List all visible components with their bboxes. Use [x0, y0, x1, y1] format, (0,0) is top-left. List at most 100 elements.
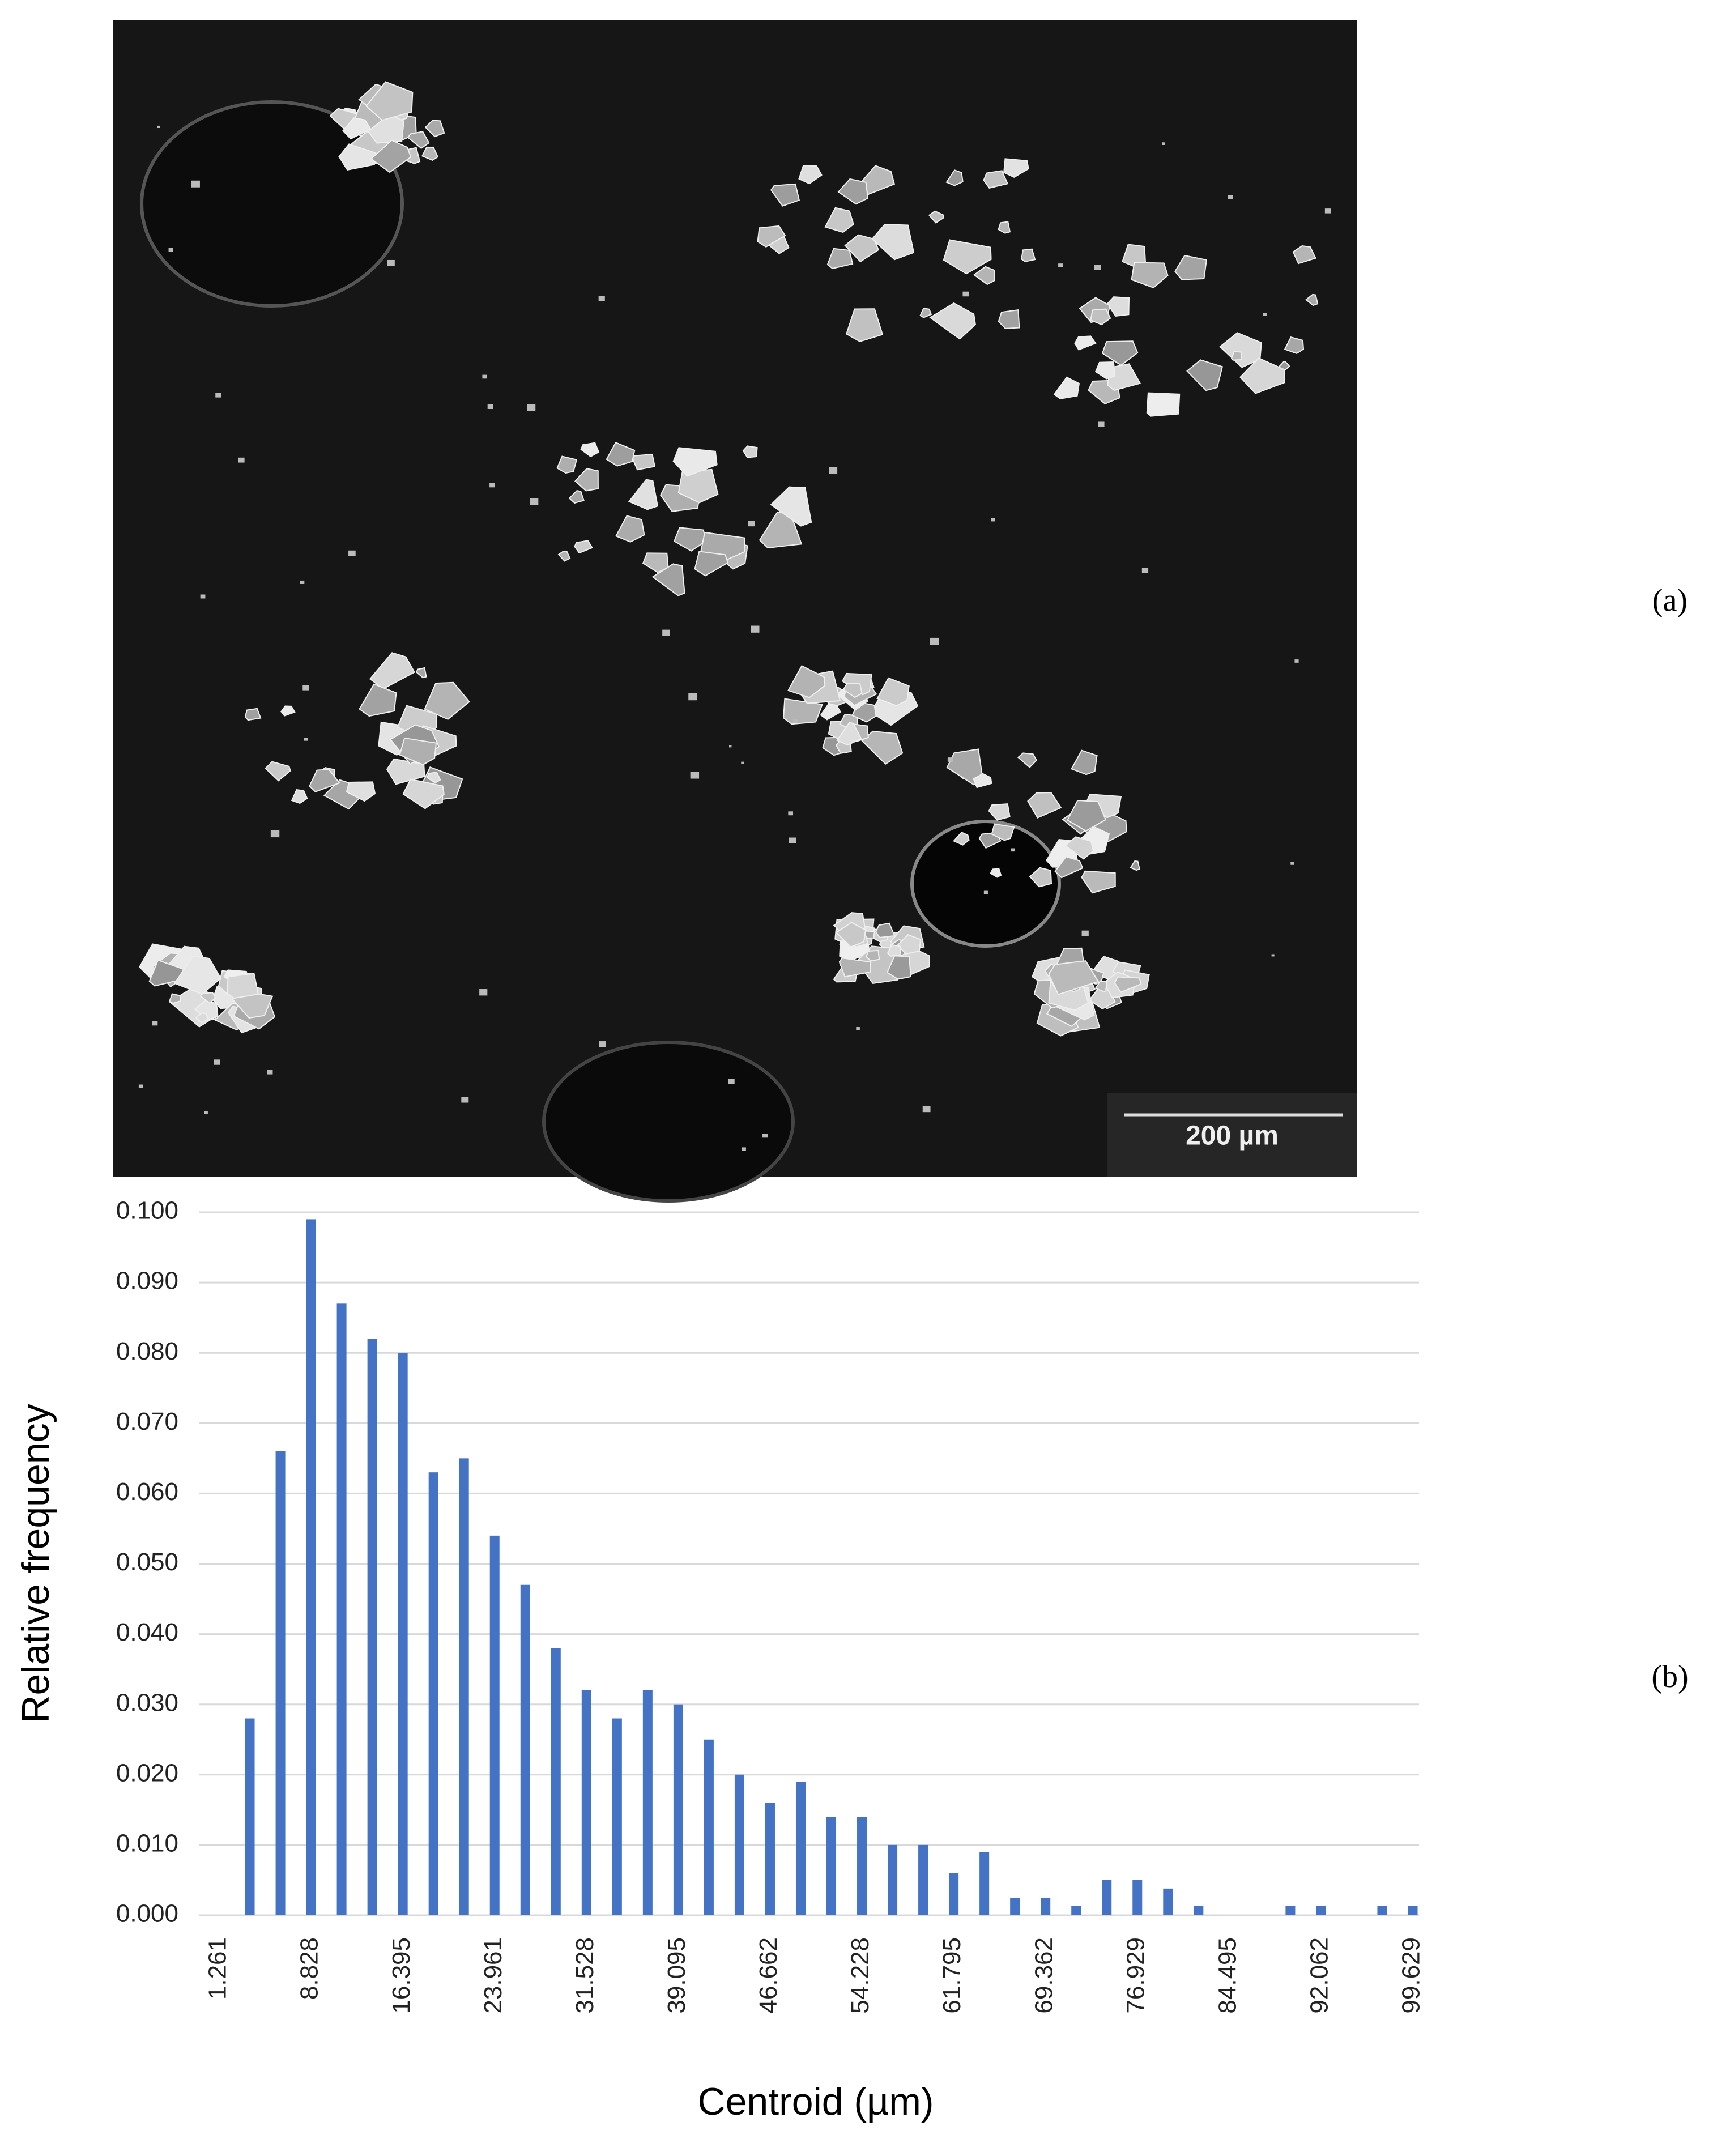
particle — [1054, 856, 1084, 879]
particle — [742, 445, 758, 458]
particle — [887, 944, 901, 957]
particle — [998, 221, 1011, 234]
particle — [574, 468, 599, 492]
bar — [489, 1535, 500, 1915]
particle — [606, 442, 636, 467]
bar — [888, 1844, 898, 1915]
particle — [304, 738, 308, 741]
particle — [1230, 351, 1243, 361]
bar — [1194, 1906, 1204, 1915]
particle — [487, 404, 493, 409]
particle — [402, 778, 445, 809]
bar — [857, 1817, 867, 1915]
particle — [599, 1041, 606, 1047]
particle — [1094, 361, 1116, 380]
particle — [919, 308, 932, 318]
particle — [238, 457, 245, 463]
particle — [798, 165, 823, 185]
particle — [557, 551, 571, 562]
bar — [1285, 1906, 1296, 1915]
bar — [520, 1584, 530, 1915]
particle — [762, 1134, 768, 1138]
particle — [200, 594, 206, 599]
bar — [704, 1739, 714, 1915]
particle — [988, 803, 1011, 821]
particle — [1098, 421, 1105, 427]
particle — [866, 949, 880, 962]
particle — [1081, 930, 1089, 936]
particle — [574, 540, 593, 554]
particle — [291, 789, 308, 804]
particle — [929, 302, 976, 340]
bar — [612, 1718, 622, 1915]
particle — [897, 934, 922, 955]
particle — [1029, 867, 1052, 888]
particle — [1219, 332, 1262, 368]
y-tick-label: 0.020 — [116, 1759, 178, 1787]
particle — [783, 698, 823, 725]
x-tick-label: 99.629 — [1397, 1937, 1425, 2014]
x-tick-label: 61.795 — [938, 1937, 966, 2014]
particle — [1058, 263, 1063, 267]
particle — [875, 922, 896, 939]
particle — [748, 521, 755, 527]
particle — [530, 498, 539, 505]
particle — [757, 225, 786, 248]
particle — [990, 868, 1002, 878]
particle — [365, 81, 414, 121]
bar — [336, 1303, 347, 1915]
particle — [386, 758, 425, 785]
particle — [1053, 376, 1080, 399]
particle — [369, 652, 416, 690]
particle — [628, 479, 659, 510]
particle — [1114, 976, 1142, 993]
particle — [962, 291, 969, 297]
particle — [886, 955, 911, 980]
bar — [1163, 1888, 1173, 1915]
particle — [838, 957, 872, 978]
particle — [688, 693, 697, 701]
particle — [461, 1097, 469, 1103]
particle — [1106, 296, 1130, 317]
particle — [694, 551, 729, 577]
particle — [1085, 794, 1122, 819]
particle — [568, 490, 585, 504]
particle — [244, 708, 262, 721]
particle — [399, 737, 437, 766]
particle — [157, 125, 160, 129]
particle — [835, 922, 867, 948]
particle — [214, 1059, 220, 1065]
x-axis-title: Centroid (µm) — [697, 2080, 934, 2123]
particle — [928, 210, 944, 224]
bar — [275, 1451, 286, 1915]
particle — [367, 113, 404, 144]
particle — [168, 248, 173, 252]
particle — [195, 1012, 209, 1024]
particle — [871, 224, 915, 261]
particle — [615, 515, 645, 543]
particle — [426, 771, 441, 784]
particle — [1067, 799, 1107, 832]
particle — [407, 131, 430, 150]
particle — [922, 1106, 931, 1113]
particle — [945, 169, 964, 186]
particle — [415, 667, 427, 679]
x-tick-label: 16.395 — [387, 1937, 415, 2014]
particle — [300, 580, 305, 584]
particle — [829, 467, 838, 474]
particle — [820, 703, 842, 721]
particle — [1186, 359, 1224, 391]
particle — [632, 453, 656, 471]
particle — [826, 248, 854, 270]
particle — [991, 823, 1015, 841]
particle — [741, 761, 744, 764]
particle — [651, 563, 685, 596]
particle — [1284, 336, 1305, 354]
y-tick-label: 0.100 — [116, 1197, 178, 1225]
particle — [348, 550, 356, 556]
particle — [1263, 313, 1267, 316]
bar — [581, 1690, 591, 1915]
particle — [1081, 870, 1116, 894]
particle — [309, 769, 340, 792]
particle — [1003, 158, 1029, 178]
